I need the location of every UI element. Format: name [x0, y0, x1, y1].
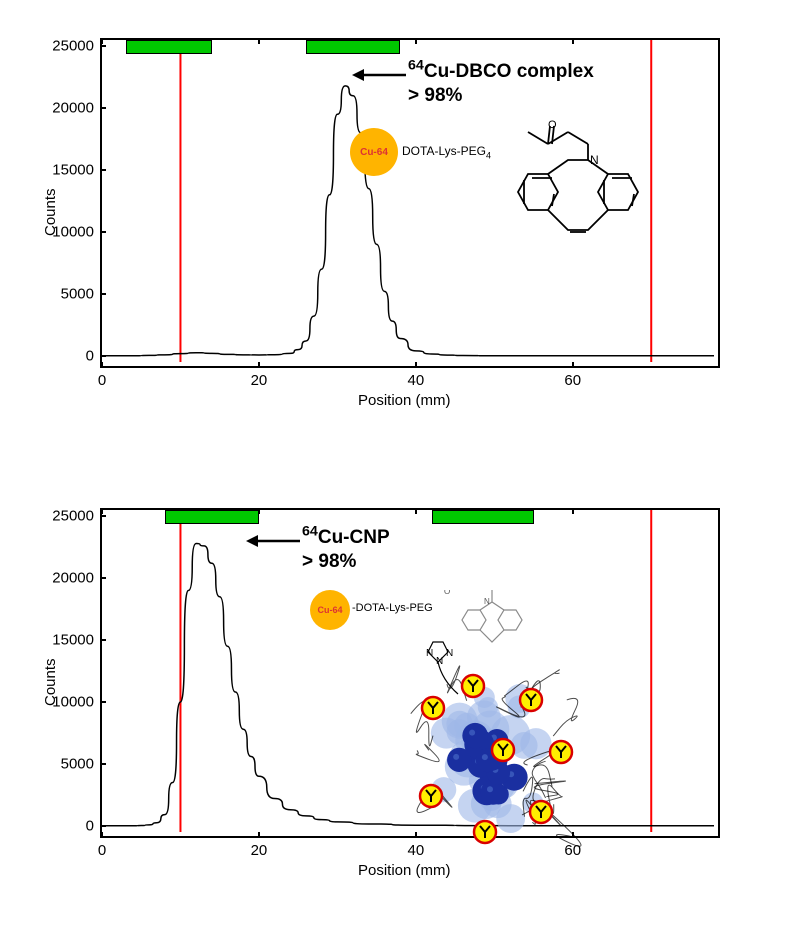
bottom-annotation-title: 64Cu-CNP [302, 527, 390, 548]
xtick-label: 60 [564, 372, 581, 389]
ytick-label: 20000 [52, 570, 94, 587]
top-panel: Counts 05000100001500020000250000204060 … [38, 20, 756, 440]
bottom-panel: Counts 05000100001500020000250000204060 … [38, 490, 756, 910]
bottom-annotation-sub: > 98% [302, 551, 356, 572]
integration-region [432, 510, 534, 524]
ytick-label: 15000 [52, 162, 94, 179]
integration-region [126, 40, 212, 54]
bottom-annotation-arrow-icon [246, 530, 302, 552]
svg-text:N: N [484, 597, 490, 606]
ytick-label: 0 [86, 817, 94, 834]
cu64-label: Cu-64 [360, 147, 388, 158]
integration-region [165, 510, 259, 524]
integration-region [306, 40, 400, 54]
ytick-label: 0 [86, 347, 94, 364]
top-annotation-title: 64Cu-DBCO complex [408, 61, 594, 82]
top-annotation: 64Cu-DBCO complex > 98% [408, 58, 594, 108]
xtick-label: 0 [98, 842, 106, 859]
bottom-annotation: 64Cu-CNP > 98% [302, 524, 390, 574]
x-axis-label: Position (mm) [358, 392, 451, 409]
ytick-label: 25000 [52, 508, 94, 525]
dota-label: DOTA-Lys-PEG4 [402, 144, 491, 160]
xtick-label: 20 [251, 372, 268, 389]
svg-text:O: O [548, 120, 557, 131]
x-axis-label: Position (mm) [358, 862, 451, 879]
ytick-label: 5000 [61, 285, 94, 302]
xtick-label: 40 [408, 372, 425, 389]
xtick-label: 20 [251, 842, 268, 859]
svg-text:O: O [444, 590, 450, 596]
dbco-structure-icon: N O [498, 120, 668, 250]
ytick-label: 5000 [61, 755, 94, 772]
xtick-label: 0 [98, 372, 106, 389]
ytick-label: 20000 [52, 100, 94, 117]
ytick-label: 25000 [52, 38, 94, 55]
cnp-nanoparticle-icon: O N N N N [318, 590, 608, 850]
ytick-label: 15000 [52, 632, 94, 649]
top-annotation-arrow-icon [352, 64, 408, 86]
cu64-badge-icon: Cu-64 [350, 128, 398, 176]
ytick-label: 10000 [52, 223, 94, 240]
ytick-label: 10000 [52, 693, 94, 710]
top-annotation-sub: > 98% [408, 85, 462, 106]
svg-text:N: N [590, 153, 599, 167]
